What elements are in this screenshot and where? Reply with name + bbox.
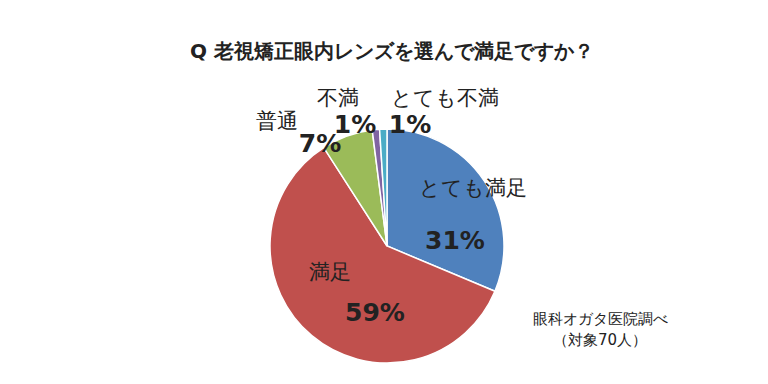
svg-text:1%: 1% (389, 110, 431, 139)
svg-text:眼科オガタ医院調べ: 眼科オガタ医院調べ (533, 310, 668, 328)
svg-text:不満: 不満 (317, 86, 359, 110)
svg-text:Q 老視矯正眼内レンズを選んで満足ですか？: Q 老視矯正眼内レンズを選んで満足ですか？ (190, 39, 594, 63)
svg-text:1%: 1% (334, 110, 376, 139)
svg-text:普通: 普通 (256, 109, 298, 133)
svg-text:とても満足: とても満足 (419, 176, 527, 200)
svg-text:7%: 7% (298, 129, 342, 158)
svg-text:31%: 31% (425, 226, 485, 255)
svg-text:（対象70人）: （対象70人） (553, 331, 647, 349)
svg-text:満足: 満足 (309, 260, 351, 284)
svg-text:とても不満: とても不満 (391, 86, 499, 110)
svg-text:59%: 59% (345, 298, 405, 327)
